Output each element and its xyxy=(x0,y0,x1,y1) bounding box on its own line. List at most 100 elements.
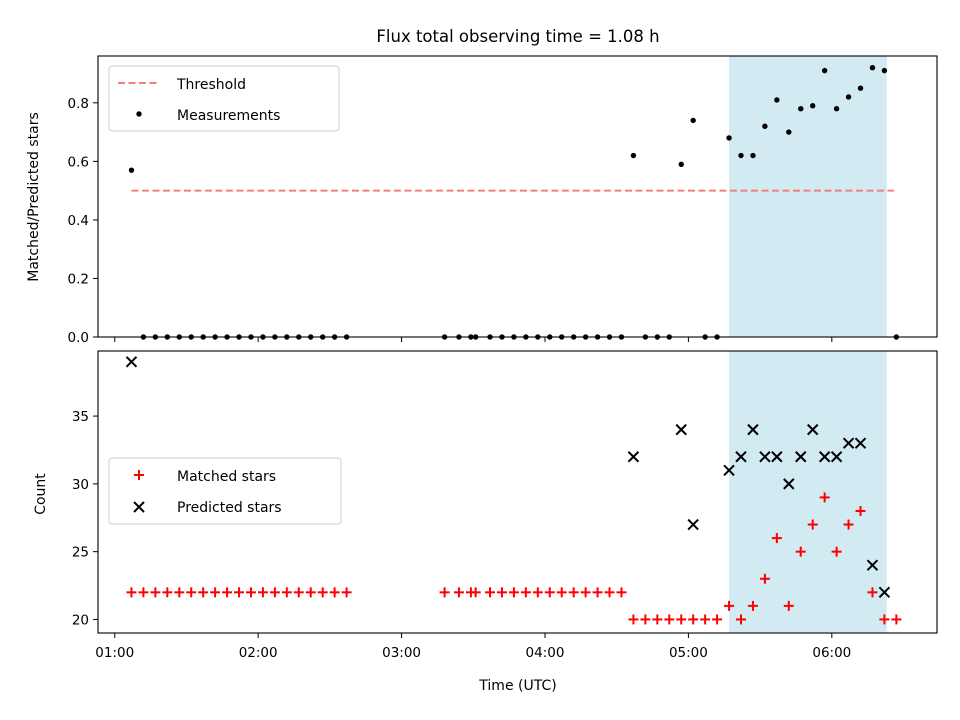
legend-measurements-label: Measurements xyxy=(177,108,280,124)
matched-point xyxy=(747,600,758,611)
matched-point xyxy=(496,587,507,598)
predicted-point xyxy=(747,423,759,436)
predicted-point xyxy=(687,518,699,531)
predicted-point-b xyxy=(783,478,795,490)
legend-plus xyxy=(134,470,144,480)
legend-measurement-dot xyxy=(136,111,142,117)
bottom-x-ticks: 01:00 02:00 03:00 04:00 05:00 06:00 xyxy=(95,633,851,661)
predicted-point xyxy=(878,586,891,599)
predicted-point xyxy=(854,437,867,449)
measurement-point xyxy=(821,67,828,74)
matched-point xyxy=(676,614,687,625)
bottom-span-rect xyxy=(729,351,887,633)
predicted-point-b xyxy=(830,451,843,463)
matched-point xyxy=(640,614,651,625)
matched-point xyxy=(664,614,675,625)
matched-point xyxy=(855,505,866,516)
predicted-point-b xyxy=(723,464,735,477)
legend-cross-b xyxy=(133,501,145,513)
matched-point xyxy=(580,587,591,598)
matched-point xyxy=(281,587,292,598)
top-highlight-span xyxy=(729,56,887,337)
matched-point xyxy=(891,614,902,625)
top-chart-title: Flux total observing time = 1.08 h xyxy=(376,27,659,46)
bottom-x-tick-label: 02:00 xyxy=(239,645,278,661)
legend-predicted-label: Predicted stars xyxy=(177,500,282,516)
predicted-point-b xyxy=(866,559,879,571)
matched-point xyxy=(783,600,794,611)
measurement-point xyxy=(798,105,804,112)
matched-point xyxy=(508,587,519,598)
predicted-point xyxy=(735,451,747,463)
predicted-point xyxy=(759,451,771,463)
predicted-point-b xyxy=(687,518,699,531)
measurement-point xyxy=(762,123,768,129)
measurement-point xyxy=(810,103,816,109)
measurement-point xyxy=(774,97,780,103)
matched-point xyxy=(470,587,481,598)
top-y-tick-label: 0.8 xyxy=(68,96,89,112)
predicted-point xyxy=(842,437,855,449)
predicted-point-b xyxy=(759,451,771,463)
matched-point xyxy=(592,587,603,598)
matched-point xyxy=(317,587,328,598)
matched-point xyxy=(712,614,723,625)
bottom-x-tick-label: 03:00 xyxy=(382,645,421,661)
legend-matched-label: Matched stars xyxy=(177,469,276,485)
top-panel: 0.0 0.2 0.4 0.6 0.8 Flux total observing tim… xyxy=(26,27,938,346)
bottom-legend: Matched stars Predicted stars xyxy=(108,457,342,525)
predicted-point-b xyxy=(795,451,807,463)
predicted-point-b xyxy=(125,356,138,368)
matched-point xyxy=(245,587,256,598)
matched-point xyxy=(234,587,245,598)
matched-point xyxy=(186,587,197,598)
predicted-point-b xyxy=(854,437,867,449)
matched-point xyxy=(556,587,567,598)
predicted-point-b xyxy=(735,451,747,463)
bottom-y-axis-label: Count xyxy=(33,473,49,515)
measurement-point xyxy=(726,135,732,141)
top-legend-box xyxy=(108,65,340,132)
measurement-point xyxy=(750,152,756,159)
predicted-point xyxy=(830,451,843,463)
legend-matched-marker xyxy=(134,470,144,480)
bottom-y-tick-label: 30 xyxy=(72,477,89,493)
matched-point xyxy=(771,533,782,544)
measurement-point xyxy=(678,161,684,168)
bottom-y-tick-label: 25 xyxy=(72,545,89,561)
measurement-point xyxy=(869,65,876,71)
matched-point xyxy=(162,587,173,598)
matched-point xyxy=(138,587,149,598)
matched-point xyxy=(174,587,185,598)
measurement-point xyxy=(833,105,840,112)
matched-point xyxy=(269,587,280,598)
bottom-legend-box xyxy=(108,457,342,525)
legend-predicted-marker xyxy=(133,501,145,513)
top-legend: Threshold Measurements xyxy=(108,65,340,132)
matched-point xyxy=(305,587,316,598)
matched-point xyxy=(453,587,464,598)
matched-point xyxy=(700,614,711,625)
predicted-point xyxy=(771,451,783,463)
bottom-axes-frame xyxy=(97,350,938,634)
top-span-rect xyxy=(729,56,887,337)
legend-cross xyxy=(133,501,145,513)
bottom-y-ticks: 20 25 30 35 xyxy=(72,409,98,628)
matched-point xyxy=(544,587,555,598)
measurement-point xyxy=(738,152,744,159)
matched-point xyxy=(819,492,830,503)
bottom-panel: 01:00 02:00 03:00 04:00 05:00 06:00 20253035 … xyxy=(33,350,938,694)
bottom-highlight-span xyxy=(729,351,887,633)
predicted-point xyxy=(783,478,795,490)
matched-point xyxy=(628,614,639,625)
predicted-point-b xyxy=(878,586,891,599)
bottom-y-tick-label: 35 xyxy=(72,409,89,425)
matched-point xyxy=(831,546,842,557)
top-y-ticks: 0.0 0.2 0.4 0.6 0.8 xyxy=(68,96,98,346)
matched-point xyxy=(198,587,209,598)
matched-point xyxy=(532,587,543,598)
top-y-tick-label: 0.0 xyxy=(68,330,89,346)
measurement-point xyxy=(845,94,852,100)
matched-point xyxy=(329,587,340,598)
